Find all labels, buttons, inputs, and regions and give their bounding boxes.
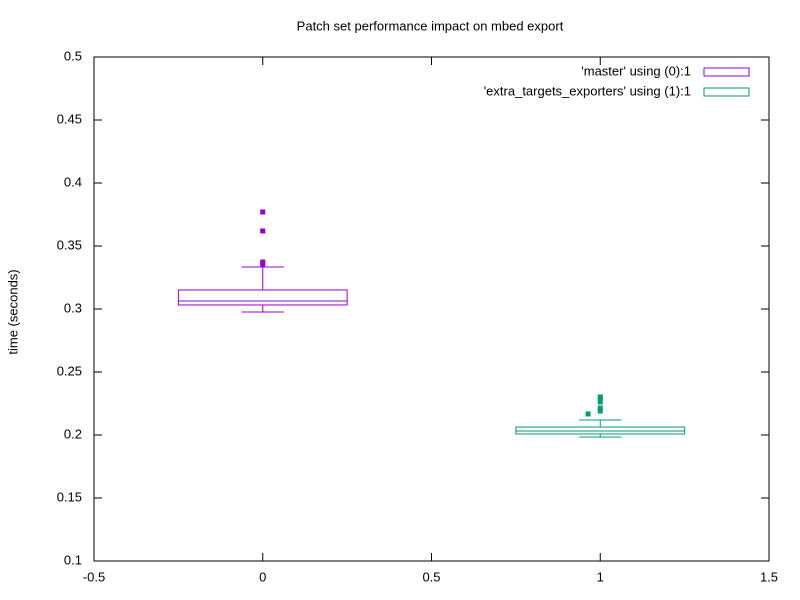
outlier xyxy=(260,228,266,234)
y-tick-label: 0.25 xyxy=(57,363,82,378)
x-tick-label: 1 xyxy=(597,569,604,584)
y-tick-label: 0.35 xyxy=(57,237,82,252)
y-tick-label: 0.3 xyxy=(64,300,82,315)
x-tick-label: -0.5 xyxy=(83,569,105,584)
y-tick-label: 0.4 xyxy=(64,174,82,189)
y-tick-label: 0.2 xyxy=(64,426,82,441)
legend-label: 'extra_targets_exporters' using (1):1 xyxy=(484,83,691,98)
outlier xyxy=(597,408,603,414)
y-tick-label: 0.15 xyxy=(57,489,82,504)
outlier xyxy=(597,396,603,402)
outlier xyxy=(260,261,266,267)
outlier xyxy=(260,209,266,215)
chart-title: Patch set performance impact on mbed exp… xyxy=(297,18,564,33)
x-tick-label: 1.5 xyxy=(760,569,778,584)
outlier xyxy=(585,411,591,417)
y-tick-label: 0.45 xyxy=(57,111,82,126)
y-tick-label: 0.1 xyxy=(64,552,82,567)
x-tick-label: 0 xyxy=(259,569,266,584)
outlier xyxy=(597,405,603,411)
x-tick-label: 0.5 xyxy=(422,569,440,584)
legend-label: 'master' using (0):1 xyxy=(581,63,691,78)
y-axis-label: time (seconds) xyxy=(5,269,20,354)
y-tick-label: 0.5 xyxy=(64,48,82,63)
plot-border xyxy=(93,56,770,562)
legend-swatch xyxy=(703,87,750,97)
outlier xyxy=(597,399,603,405)
box xyxy=(177,289,348,306)
legend-swatch xyxy=(703,67,750,77)
